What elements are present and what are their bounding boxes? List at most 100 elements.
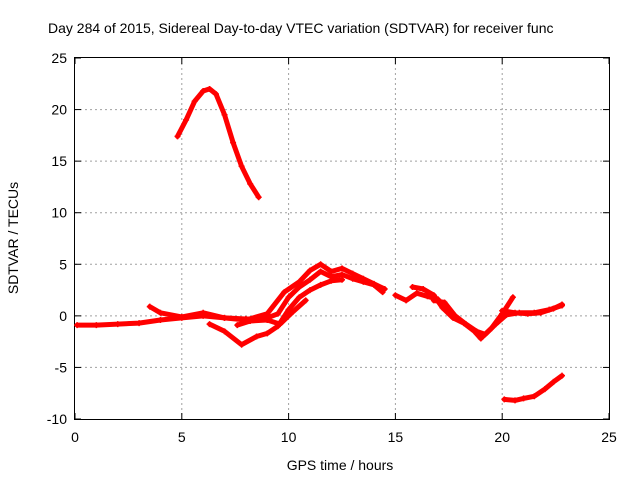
- data-point: [264, 316, 271, 323]
- data-point: [114, 321, 121, 328]
- data-point: [238, 163, 245, 170]
- data-point: [306, 267, 313, 274]
- data-point: [296, 283, 303, 290]
- data-point: [439, 304, 446, 311]
- data-point: [306, 287, 313, 294]
- data-point: [501, 396, 508, 403]
- data-point: [285, 294, 292, 301]
- data-point: [221, 314, 228, 321]
- series-line: [74, 269, 386, 328]
- data-point: [328, 277, 335, 284]
- data-point: [339, 265, 345, 272]
- data-point: [403, 297, 410, 304]
- grid-layer: [75, 58, 609, 419]
- data-point: [492, 321, 499, 328]
- x-tick-label: 15: [388, 429, 404, 445]
- data-point: [200, 309, 207, 316]
- y-tick-label: 25: [51, 50, 67, 66]
- data-point: [317, 261, 324, 268]
- data-point: [296, 278, 303, 285]
- data-point: [146, 303, 153, 310]
- series-arc-low-tail: [501, 372, 566, 404]
- data-point: [392, 292, 399, 299]
- chart-title: Day 284 of 2015, Sidereal Day-to-day VTE…: [48, 20, 554, 36]
- data-point: [230, 139, 237, 146]
- series-line: [175, 86, 262, 200]
- data-point: [520, 395, 527, 402]
- data-point: [550, 305, 557, 312]
- data-point: [238, 341, 245, 348]
- data-point: [559, 301, 566, 308]
- data-point: [212, 91, 219, 98]
- data-point: [264, 310, 271, 317]
- data-point: [482, 331, 489, 338]
- data-point: [420, 286, 427, 293]
- data-point: [247, 180, 254, 187]
- series-arc-late-flat: [499, 301, 566, 317]
- data-point: [200, 88, 207, 95]
- data-point: [317, 281, 324, 288]
- data-point: [306, 276, 313, 283]
- data-point: [206, 321, 213, 328]
- series-arc-dip-second: [234, 297, 309, 329]
- data-point: [285, 306, 292, 313]
- series-arc-high-hump: [174, 85, 262, 201]
- data-point: [339, 271, 345, 278]
- data-point: [559, 372, 566, 379]
- data-point: [524, 310, 531, 317]
- x-tick-label: 5: [178, 429, 186, 445]
- data-point: [381, 286, 388, 293]
- series-arc-mid-16: [409, 283, 516, 342]
- series-arc-bump-upper: [146, 261, 388, 323]
- x-tick-label: 0: [71, 429, 79, 445]
- data-point: [349, 270, 356, 277]
- data-point: [430, 292, 437, 299]
- data-point: [264, 330, 271, 337]
- data-point: [274, 310, 281, 317]
- plot-frame: [74, 57, 610, 420]
- series-layer: [74, 85, 566, 404]
- data-point: [317, 268, 324, 275]
- data-point: [289, 308, 296, 315]
- data-point: [74, 322, 81, 329]
- data-point: [157, 309, 164, 316]
- data-point: [499, 307, 506, 314]
- data-point: [174, 133, 181, 140]
- data-point: [360, 275, 367, 282]
- data-point: [452, 312, 459, 319]
- x-axis-label: GPS time / hours: [287, 457, 394, 473]
- y-axis-label: SDTVAR / TECUs: [5, 182, 21, 294]
- data-point: [234, 322, 241, 329]
- data-point: [509, 294, 516, 301]
- data-point: [413, 290, 420, 297]
- data-point: [537, 309, 544, 316]
- data-point: [253, 333, 260, 340]
- y-tick-label: 5: [59, 256, 67, 272]
- data-point: [93, 322, 100, 329]
- data-point: [473, 328, 480, 335]
- data-point: [178, 313, 185, 320]
- y-tick-label: 20: [51, 102, 67, 118]
- data-point: [136, 320, 143, 327]
- data-point: [512, 397, 519, 404]
- data-point: [328, 268, 335, 275]
- data-point: [550, 378, 557, 385]
- data-point: [441, 299, 448, 306]
- tick-layer: 0 5 10 15 20 25 -10 -5 0 5 10 15 20 25: [47, 50, 617, 445]
- data-point: [255, 194, 262, 201]
- data-point: [157, 316, 164, 323]
- y-tick-label: -5: [55, 359, 68, 375]
- y-tick-label: 0: [59, 308, 67, 324]
- data-point: [462, 321, 469, 328]
- data-point: [221, 328, 228, 335]
- data-point: [339, 276, 345, 283]
- x-tick-label: 25: [601, 429, 617, 445]
- data-point: [512, 309, 519, 316]
- y-tick-label: 10: [51, 205, 67, 221]
- data-point: [409, 283, 416, 290]
- data-point: [247, 318, 254, 325]
- y-tick-label: 15: [51, 153, 67, 169]
- data-point: [541, 386, 548, 393]
- data-point: [349, 275, 356, 282]
